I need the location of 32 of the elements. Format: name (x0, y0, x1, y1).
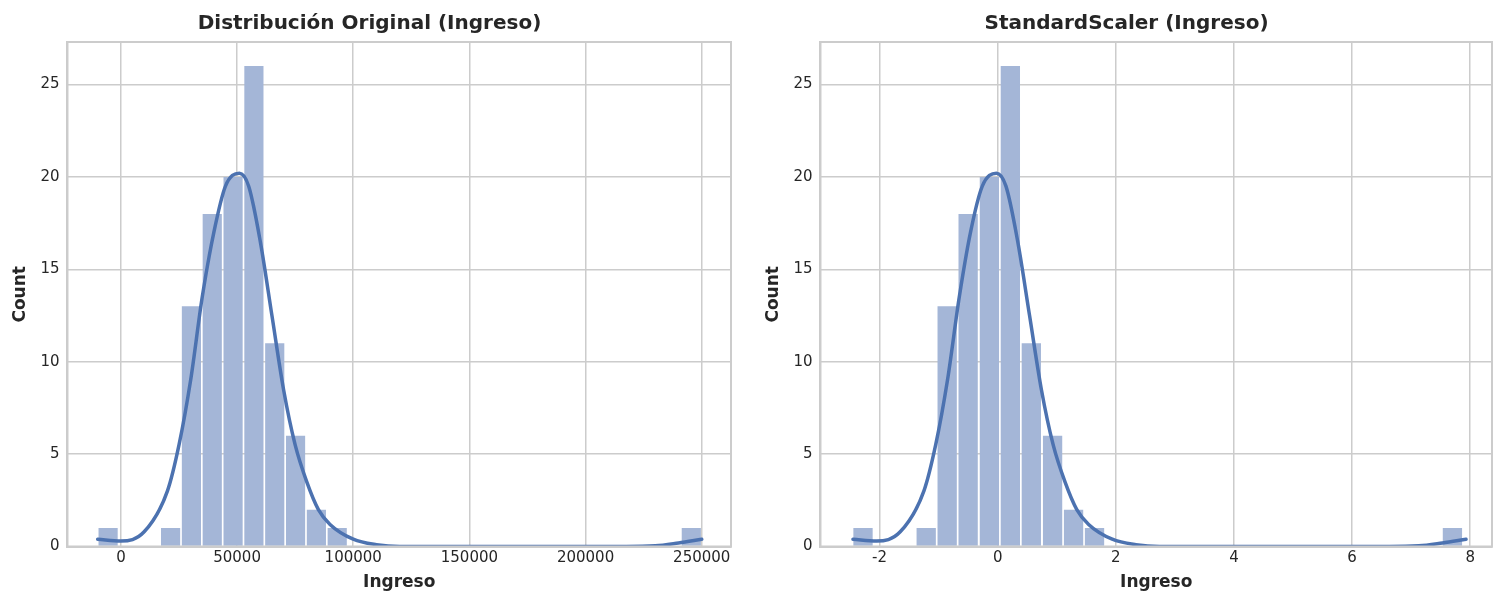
x-axis-title: Ingreso (363, 571, 436, 592)
x-tick-label: 8 (1465, 548, 1475, 567)
y-tick-label: 5 (49, 444, 60, 463)
y-tick-label: 10 (40, 351, 60, 370)
line-series (95, 171, 704, 547)
y-tick-label: 20 (793, 166, 813, 185)
x-tick-label: 0 (992, 548, 1003, 567)
y-tick-label: 5 (802, 444, 813, 463)
y-tick-label: 0 (802, 536, 813, 555)
y-tick-label: 15 (793, 259, 813, 278)
y-tick-label: 25 (40, 74, 60, 93)
x-tick-label: 6 (1347, 548, 1357, 567)
x-tick-label: 250000 (673, 548, 731, 567)
x-tick-label: 200000 (556, 548, 615, 567)
x-tick-label: 100000 (324, 548, 382, 567)
x-tick-label: 2 (1111, 548, 1121, 567)
chart-title: Distribución Original (Ingreso) (197, 10, 542, 35)
y-axis-title: Count (8, 266, 29, 323)
x-tick-label: 0 (116, 548, 126, 567)
y-tick-label: 25 (793, 74, 813, 93)
line-series (851, 171, 1468, 547)
x-axis-title: Ingreso (1120, 571, 1193, 592)
x-tick-label: 150000 (440, 548, 499, 567)
x-tick-label: 50000 (213, 548, 261, 567)
x-tick-label: 4 (1229, 548, 1239, 567)
chart-title: StandardScaler (Ingreso) (984, 10, 1269, 35)
y-tick-label: 20 (40, 166, 60, 185)
y-axis-title: Count (761, 266, 782, 323)
y-tick-label: 15 (40, 259, 60, 278)
x-tick-label: -2 (872, 548, 888, 567)
y-tick-label: 10 (793, 351, 813, 370)
y-tick-label: 0 (49, 536, 60, 555)
